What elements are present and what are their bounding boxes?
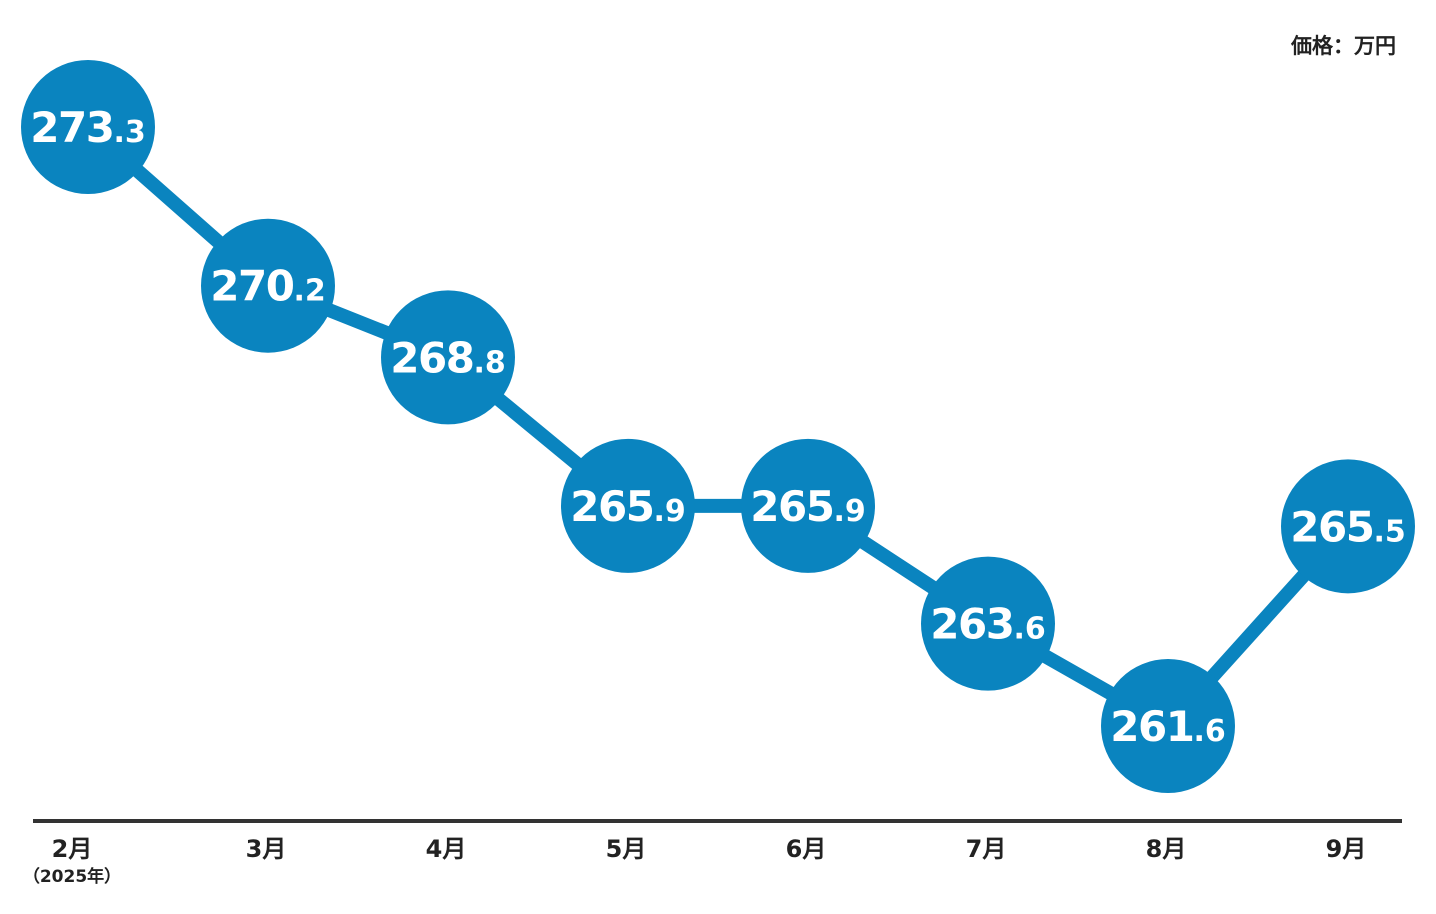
x-tick-sublabel: （2025年） [23, 866, 121, 887]
data-label-int: 261 [1110, 702, 1193, 751]
data-label: 261.6 [1110, 702, 1225, 751]
data-label-dec: .9 [833, 494, 865, 529]
data-marker [1281, 459, 1415, 594]
data-marker [741, 438, 875, 573]
data-label: 270.2 [210, 262, 325, 311]
data-label: 268.8 [390, 333, 505, 382]
data-point: 265.9 [741, 438, 875, 573]
data-label-dec: .2 [293, 274, 325, 309]
data-label: 273.3 [30, 103, 145, 152]
data-label-int: 273 [30, 103, 113, 152]
data-point: 261.6 [1101, 659, 1235, 793]
data-point: 265.5 [1281, 459, 1415, 594]
x-tick-label: 4月 [426, 835, 467, 863]
data-label-int: 265 [750, 482, 833, 531]
data-marker [21, 60, 155, 194]
data-marker [381, 290, 515, 425]
x-tick-label: 5月 [606, 835, 647, 863]
data-point: 270.2 [201, 218, 335, 353]
data-label: 263.6 [930, 600, 1045, 649]
data-label-int: 270 [210, 262, 293, 311]
data-label-int: 265 [570, 482, 653, 531]
data-label-dec: .9 [653, 494, 685, 529]
data-point: 265.9 [561, 438, 695, 573]
unit-label: 価格：万円 [1291, 34, 1396, 58]
data-marker [561, 438, 695, 573]
data-label: 265.9 [750, 482, 865, 531]
x-tick-label: 9月 [1326, 835, 1367, 863]
data-label-dec: .5 [1373, 514, 1405, 549]
data-label-int: 263 [930, 600, 1013, 649]
data-point: 268.8 [381, 290, 515, 425]
data-marker [921, 556, 1055, 691]
data-marker [201, 218, 335, 353]
data-label-dec: .6 [1193, 714, 1225, 749]
x-tick-label: 3月 [246, 835, 287, 863]
data-label: 265.9 [570, 482, 685, 531]
data-label-dec: .8 [473, 345, 505, 380]
data-label-int: 268 [390, 333, 473, 382]
data-label: 265.5 [1290, 502, 1405, 551]
data-marker [1101, 659, 1235, 793]
x-tick-label: 8月 [1146, 835, 1187, 863]
data-label-dec: .6 [1013, 612, 1045, 647]
series-line [81, 120, 1355, 733]
data-point: 263.6 [921, 556, 1055, 691]
data-label-int: 265 [1290, 502, 1373, 551]
x-tick-label: 2月 [52, 835, 93, 863]
x-tick-label: 6月 [786, 835, 827, 863]
data-point: 273.3 [21, 60, 155, 194]
data-label-dec: .3 [113, 115, 145, 150]
x-tick-label: 7月 [966, 835, 1007, 863]
